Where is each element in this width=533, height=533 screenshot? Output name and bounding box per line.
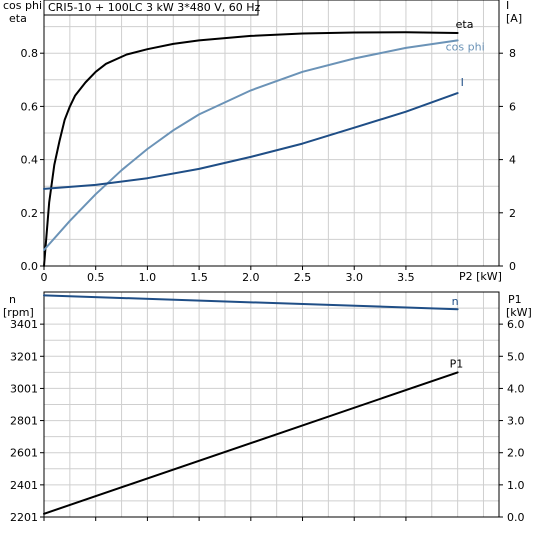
y-tick-label: 2401 <box>10 479 38 492</box>
y2-tick-label: 0 <box>509 260 516 273</box>
y-tick-label: 0.0 <box>21 260 39 273</box>
y2-tick-label: 6 <box>509 100 516 113</box>
y-tick-label: 0.6 <box>21 100 39 113</box>
chart-title: CRI5-10 + 100LC 3 kW 3*480 V, 60 Hz <box>48 1 261 14</box>
x-tick-label: 3.0 <box>345 271 363 284</box>
y2-tick-label: 3.0 <box>507 415 525 428</box>
top-left-axis-label-line2: eta <box>9 12 27 25</box>
top-chart: CRI5-10 + 100LC 3 kW 3*480 V, 60 Hz cos … <box>3 0 522 284</box>
series-line-n <box>43 294 459 311</box>
y-tick-label: 3001 <box>10 382 38 395</box>
y-tick-label: 3401 <box>10 318 38 331</box>
series-line-P1 <box>43 371 459 515</box>
series-label-eta: eta <box>456 18 474 31</box>
series-line-I <box>43 92 459 190</box>
bottom-plot-frame <box>43 291 500 518</box>
x-tick-label: 2.0 <box>242 271 260 284</box>
y2-tick-label: 2.0 <box>507 447 525 460</box>
top-left-axis-label-line1: cos phi <box>3 0 42 12</box>
series-line-eta <box>43 31 459 267</box>
y2-tick-label: 1.0 <box>507 479 525 492</box>
y2-tick-label: 4 <box>509 154 516 167</box>
series-label-I: I <box>461 76 464 89</box>
y-tick-label: 2201 <box>10 511 38 524</box>
title-box <box>43 0 259 16</box>
y2-tick-label: 2 <box>509 207 516 220</box>
x-tick-label: 3.5 <box>397 271 415 284</box>
y2-tick-label: 6.0 <box>507 318 525 331</box>
y2-tick-label: 0.0 <box>507 511 525 524</box>
series-label-n: n <box>452 295 459 308</box>
y2-tick-label: 5.0 <box>507 350 525 363</box>
top-chart-series: eta cos phi I <box>43 18 485 267</box>
y-tick-label: 0.4 <box>21 154 39 167</box>
y-tick-label: 0.2 <box>21 207 39 220</box>
x-tick-label: 1.5 <box>190 271 208 284</box>
x-tick-label: 2.5 <box>294 271 312 284</box>
y-tick-label: 2601 <box>10 447 38 460</box>
bottom-right-axis-label-line2: [kW] <box>506 306 532 319</box>
bottom-chart-grid <box>44 292 499 517</box>
top-right-axis-label-line1: I <box>506 0 509 12</box>
top-chart-ticks: 0 0.5 1.0 1.5 2.0 2.5 3.0 3.5 0.0 0.2 0.4 0.6 0.8 0 2 4… <box>21 47 517 284</box>
series-label-P1: P1 <box>450 357 464 370</box>
series-label-cos-phi: cos phi <box>446 40 485 53</box>
y2-tick-label: 8 <box>509 47 516 60</box>
bottom-chart-series: n P1 <box>43 294 464 515</box>
y-tick-label: 3201 <box>10 350 38 363</box>
bottom-left-axis-label-line1: n <box>9 293 16 306</box>
series-line-cos-phi <box>43 39 459 251</box>
top-plot-frame <box>43 0 500 267</box>
bottom-left-axis-label-line2: [rpm] <box>3 306 34 319</box>
y-tick-label: 0.8 <box>21 47 39 60</box>
top-right-axis-label-line2: [A] <box>506 12 522 25</box>
x-axis-label: P2 [kW] <box>459 270 502 283</box>
x-tick-label: 0.5 <box>87 271 105 284</box>
x-tick-label: 0 <box>41 271 48 284</box>
y-tick-label: 2801 <box>10 415 38 428</box>
top-chart-grid <box>44 0 499 266</box>
bottom-right-axis-label-line1: P1 <box>508 293 522 306</box>
y2-tick-label: 4.0 <box>507 382 525 395</box>
bottom-chart: n [rpm] P1 [kW] 2201 2401 2601 2801 3001 3201… <box>3 291 532 524</box>
x-tick-label: 1.0 <box>139 271 157 284</box>
bottom-chart-ticks: 2201 2401 2601 2801 3001 3201 3401 0.0 1.0 2.0 3.0… <box>10 318 525 524</box>
